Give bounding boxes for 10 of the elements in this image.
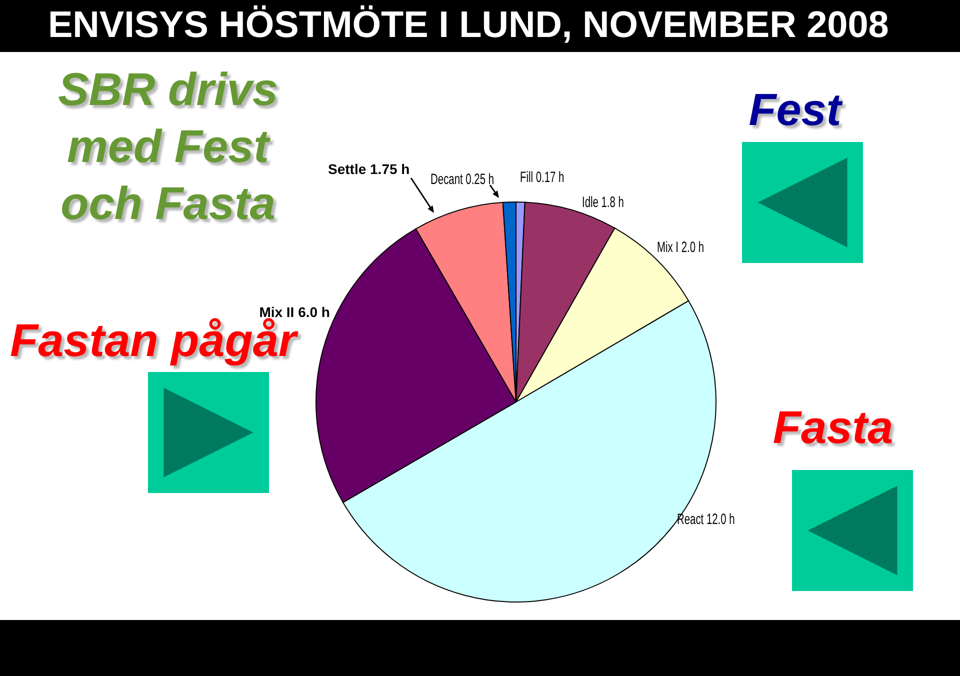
text: Fest [748, 84, 844, 135]
slice-label: Decant 0.25 h [430, 170, 494, 188]
slice-label: React 12.0 h [677, 510, 735, 528]
slice-label: Settle 1.75 h [328, 161, 410, 177]
slice-label: Fill 0.17 h [520, 168, 564, 186]
slice-label: Mix I 2.0 h [657, 238, 704, 256]
chart-title: ENVISYS HÖSTMÖTE I LUND, NOVEMBER 2008 [48, 4, 889, 45]
text: Fasta [772, 401, 894, 453]
text: SBR drivs med Fest och Fasta [57, 62, 279, 231]
slice-label: Idle 1.8 h [582, 192, 624, 211]
